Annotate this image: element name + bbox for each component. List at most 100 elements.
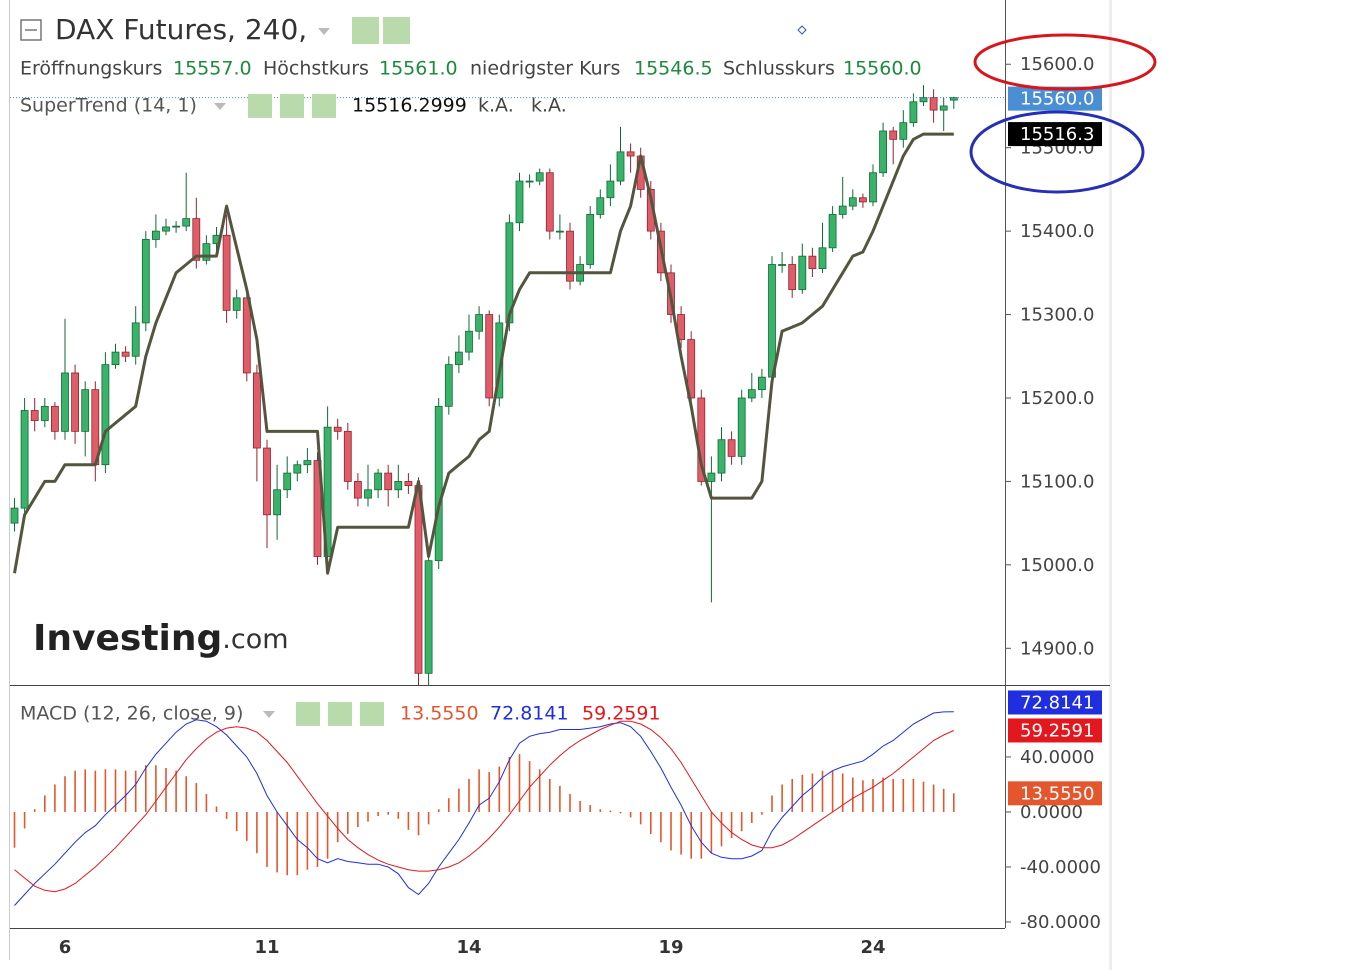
macd-legend-value: 13.5550 [400,703,479,725]
open-label: Eröffnungskurs [20,58,162,80]
watermark: Investing.com [33,618,289,659]
open-value: 15557.0 [173,58,252,80]
y-tick-label: 15200.0 [1020,388,1094,409]
candle-body [899,122,908,140]
settings-icon[interactable] [383,17,410,44]
candle-body [273,489,282,516]
y-tick-label: -80.0000 [1020,912,1101,933]
visibility-icon[interactable] [248,94,272,118]
value-box-label: 13.5550 [1020,783,1094,804]
macd-line [14,711,954,906]
settings-icon[interactable] [328,702,352,726]
candle-body [919,97,928,103]
candle-body [556,230,564,233]
candle-body [202,243,211,261]
candle-body [353,481,362,499]
close-label: Schlusskurs [723,58,835,80]
candle-body [566,230,574,282]
x-tick-label: 6 [59,937,72,958]
candle-body [778,264,786,266]
y-tick-label: 15300.0 [1020,305,1094,326]
highlight-ellipse [969,110,1145,194]
x-tick-label: 19 [658,937,683,958]
y-tick-label: 15100.0 [1020,471,1094,492]
value-box-label: 72.8141 [1020,692,1094,713]
highlight-ellipse [973,33,1157,91]
x-tick-label: 24 [860,937,885,958]
candle-body [828,214,837,249]
candle-body [879,130,887,174]
candle-body [485,314,494,399]
indicator-value: k.A. [531,95,567,117]
candle-body [10,507,19,524]
candle-body [192,218,201,261]
remove-icon[interactable] [312,94,336,118]
candle-body [414,485,423,674]
macd-legend-value: 59.2591 [582,703,661,725]
value-box [1008,690,1102,715]
candle-body [939,105,948,111]
candle-body [798,255,807,290]
settings-icon[interactable] [280,94,304,118]
low-value: 15546.5 [634,58,713,80]
candle-body [687,339,696,399]
y-tick-label: 40.0000 [1020,747,1094,768]
visibility-icon[interactable] [352,17,379,44]
candle-body [172,225,181,228]
candle-body [859,197,867,203]
candle-body [758,376,766,391]
candle-body [444,364,453,407]
candle-body [454,351,463,366]
close-value: 15560.0 [843,58,922,80]
candle-body [707,472,716,482]
low-label: niedrigster Kurs [470,58,620,80]
y-tick-label: 14900.0 [1020,638,1094,659]
remove-icon[interactable] [360,702,384,726]
watermark-brand: Investing [33,618,222,659]
candle-body [151,230,160,240]
candle-body [717,439,726,474]
dropdown-arrow[interactable] [214,103,226,110]
dropdown-arrow[interactable] [318,28,330,35]
macd-line [14,720,955,893]
value-box-label: 59.2591 [1020,720,1094,741]
macd-legend-values: 13.5550 72.8141 59.2591 [400,703,661,725]
candle-body [747,389,756,399]
x-tick-label: 11 [254,937,279,958]
value-box-label: 15516.3 [1020,124,1094,145]
dropdown-arrow[interactable] [263,711,275,718]
y-tick-label: 0.0000 [1020,802,1083,823]
candle-body [808,255,817,270]
candle-body [424,560,433,674]
visibility-icon[interactable] [296,702,320,726]
candle-body [364,489,372,499]
chart-title: DAX Futures, 240, [55,13,307,46]
candle-body [40,405,49,421]
candle-body [929,97,938,111]
candle-body [475,314,484,332]
price-plot [10,85,1005,685]
watermark-domain: .com [222,624,288,655]
candle-body [61,372,69,432]
candle-body [121,351,130,357]
macd-legend: MACD (12, 26, close, 9) [20,703,243,725]
candle-body [283,472,292,491]
indicator-value: 15516.2999 [352,95,467,117]
value-box [1008,86,1102,111]
candle-body [465,330,473,353]
y-tick-label: -40.0000 [1020,857,1101,878]
macd-legend-value: 72.8141 [490,703,569,725]
candle-body [394,481,403,491]
candle-body [71,372,79,432]
candle-body [182,218,191,227]
macd-axis: -80.0000 -40.0000 0.0000 40.0000 [1006,747,1101,933]
y-tick-label: 15400.0 [1020,221,1094,242]
candle-body [434,405,443,562]
candle-body [222,234,231,311]
collapse-icon[interactable] [20,19,42,41]
candle-body [949,97,958,101]
high-value: 15561.0 [379,58,458,80]
